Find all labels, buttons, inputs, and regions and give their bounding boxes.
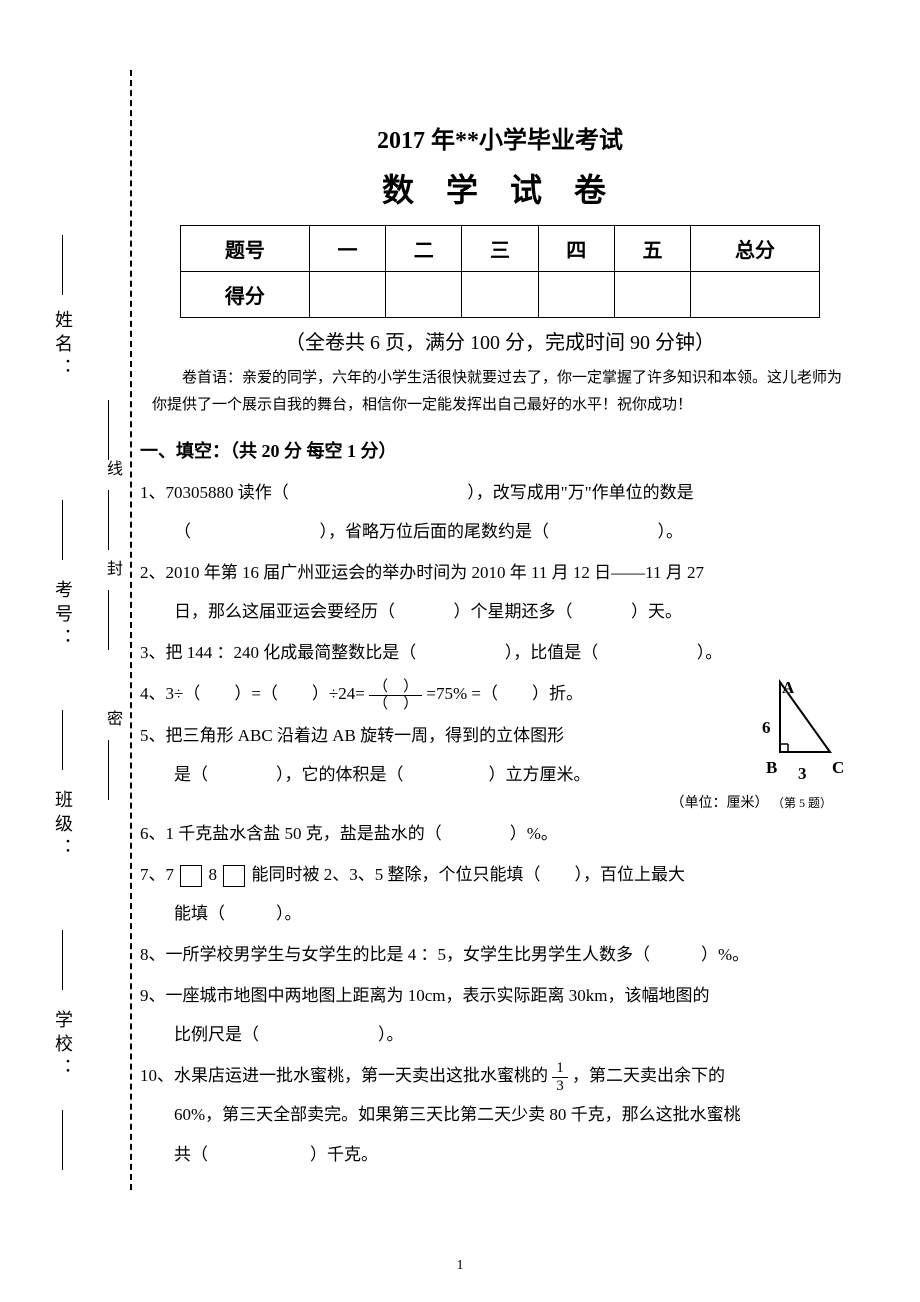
- score-th: 二: [386, 226, 462, 272]
- q5-part: 是（ ），它的体积是（ ）立方厘米。: [140, 755, 591, 794]
- score-row-label: 得分: [181, 272, 310, 318]
- q3-part: ）。: [697, 643, 723, 662]
- score-table-header-row: 题号 一 二 三 四 五 总分: [181, 226, 820, 272]
- q7-part: 7、7: [140, 865, 174, 884]
- score-table-score-row: 得分: [181, 272, 820, 318]
- side-line: [62, 710, 63, 770]
- frac-num: （ ）: [369, 679, 422, 697]
- q7-part: 能同时被 2、3、5 整除，个位只能填（ ），百位上最大: [252, 865, 686, 884]
- q2-part: ）天。: [631, 602, 682, 621]
- seal-line: [108, 740, 109, 800]
- section1-head: 一、填空：（共 20 分 每空 1 分）: [140, 437, 860, 463]
- triangle-label-a: A: [782, 668, 794, 707]
- fraction-one-third: 1 3: [552, 1060, 568, 1094]
- side-line: [62, 500, 63, 560]
- exam-info: （全卷共 6 页，满分 100 分，完成时间 90 分钟）: [140, 326, 860, 355]
- score-th: 总分: [691, 226, 820, 272]
- side-label-class: 班级：: [50, 790, 76, 862]
- seal-line: [108, 590, 109, 650]
- score-th: 三: [462, 226, 538, 272]
- q3-part: 3、把 144 ：240 化成最简整数比是（: [140, 643, 416, 662]
- q9-part: 比例尺是（ ）。: [140, 1015, 404, 1054]
- exam-title-year: 2017 年**小学毕业考试: [140, 120, 860, 155]
- question-3: 3、把 144 ：240 化成最简整数比是（ ），比值是（ ）。: [140, 633, 860, 672]
- side-line: [62, 235, 63, 295]
- side-line: [62, 930, 63, 990]
- seal-label-feng: 封: [100, 560, 124, 580]
- q9-part: 9、一座城市地图中两地图上距离为 10cm，表示实际距离 30km，该幅地图的: [140, 986, 710, 1005]
- question-8: 8、一所学校男学生与女学生的比是 4 ：5，女学生比男学生人数多（ ）%。: [140, 935, 860, 974]
- question-4: 4、3÷（ ）=（ ）÷24= （ ） （ ） =75% =（ ）折。 A B …: [140, 674, 860, 713]
- q3-part: ），比值是（: [505, 643, 599, 662]
- side-line: [62, 1110, 63, 1170]
- question-10: 10、水果店运进一批水蜜桃，第一天卖出这批水蜜桃的 1 3 ，第二天卖出余下的 …: [140, 1056, 860, 1173]
- q1-part: ），省略万位后面的尾数约是（: [320, 522, 550, 541]
- score-cell: [309, 272, 385, 318]
- q4-part: 4、3÷（ ）=（ ）÷24=: [140, 684, 369, 703]
- q10-part: 10、水果店运进一批水蜜桃，第一天卖出这批水蜜桃的: [140, 1066, 548, 1085]
- score-th: 题号: [181, 226, 310, 272]
- question-7: 7、7 8 能同时被 2、3、5 整除，个位只能填（ ），百位上最大 能填（ ）…: [140, 855, 860, 933]
- question-6: 6、1 千克盐水含盐 50 克，盐是盐水的（ ）%。: [140, 814, 860, 853]
- score-th: 五: [614, 226, 690, 272]
- score-table: 题号 一 二 三 四 五 总分 得分: [180, 225, 820, 318]
- score-th: 四: [538, 226, 614, 272]
- score-cell: [462, 272, 538, 318]
- score-cell: [614, 272, 690, 318]
- q10-part: ，第二天卖出余下的: [572, 1066, 725, 1085]
- question-9: 9、一座城市地图中两地图上距离为 10cm，表示实际距离 30km，该幅地图的 …: [140, 976, 860, 1054]
- q2-part: 日，那么这届亚运会要经历（: [140, 592, 395, 631]
- digit-box: [180, 865, 202, 887]
- q5-part: 5、把三角形 ABC 沿着边 AB 旋转一周，得到的立体图形: [140, 726, 564, 745]
- side-label-name: 姓名：: [50, 310, 76, 382]
- q10-part: 共（ ）千克。: [140, 1135, 378, 1174]
- fraction-blank: （ ） （ ）: [369, 679, 422, 713]
- binding-dashed-line: [130, 70, 132, 1190]
- score-cell: [691, 272, 820, 318]
- q7-part: 能填（ ）。: [140, 894, 302, 933]
- frac-num: 1: [552, 1060, 568, 1078]
- question-1: 1、70305880 读作（ ），改写成用"万"作单位的数是 （ ），省略万位后…: [140, 473, 860, 551]
- q1-part: ）。: [658, 522, 684, 541]
- frac-den: （ ）: [369, 696, 422, 713]
- seal-line: [108, 490, 109, 550]
- score-cell: [538, 272, 614, 318]
- q2-part: 2、2010 年第 16 届广州亚运会的举办时间为 2010 年 11 月 12…: [140, 563, 704, 582]
- frac-den: 3: [552, 1078, 568, 1095]
- fig-ref: （第 5 题）: [772, 796, 832, 810]
- score-th: 一: [309, 226, 385, 272]
- page-number: 1: [0, 1258, 920, 1274]
- q4-part: =75% =（ ）折。: [426, 684, 583, 703]
- seal-label-mi: 密: [100, 710, 124, 730]
- preface-text: 卷首语：亲爱的同学，六年的小学生活很快就要过去了，你一定掌握了许多知识和本领。这…: [152, 365, 848, 419]
- exam-title-subject: 数 学 试 卷: [140, 165, 860, 211]
- side-label-column: 姓名： 考号： 班级： 学校：: [50, 70, 120, 1190]
- score-cell: [386, 272, 462, 318]
- q10-part: 60%，第三天全部卖完。如果第三天比第二天少卖 80 千克，那么这批水蜜桃: [140, 1095, 741, 1134]
- seal-label-xian: 线: [100, 460, 124, 480]
- seal-line: [108, 400, 109, 460]
- q1-part: （: [140, 512, 191, 551]
- question-2: 2、2010 年第 16 届广州亚运会的举办时间为 2010 年 11 月 12…: [140, 553, 860, 631]
- q1-part: ），改写成用"万"作单位的数是: [467, 483, 693, 502]
- q7-part: 8: [209, 865, 218, 884]
- page-content: 2017 年**小学毕业考试 数 学 试 卷 题号 一 二 三 四 五 总分 得…: [140, 70, 860, 1176]
- question-5: 5、把三角形 ABC 沿着边 AB 旋转一周，得到的立体图形 是（ ），它的体积…: [140, 716, 860, 794]
- fig-unit: （单位：厘米）: [670, 796, 768, 811]
- digit-box: [223, 865, 245, 887]
- q2-part: ）个星期还多（: [454, 602, 573, 621]
- side-label-examno: 考号：: [50, 580, 76, 652]
- q1-part: 1、70305880 读作（: [140, 483, 289, 502]
- side-label-school: 学校：: [50, 1010, 76, 1082]
- figure-caption: （单位：厘米） （第 5 题）: [140, 792, 860, 812]
